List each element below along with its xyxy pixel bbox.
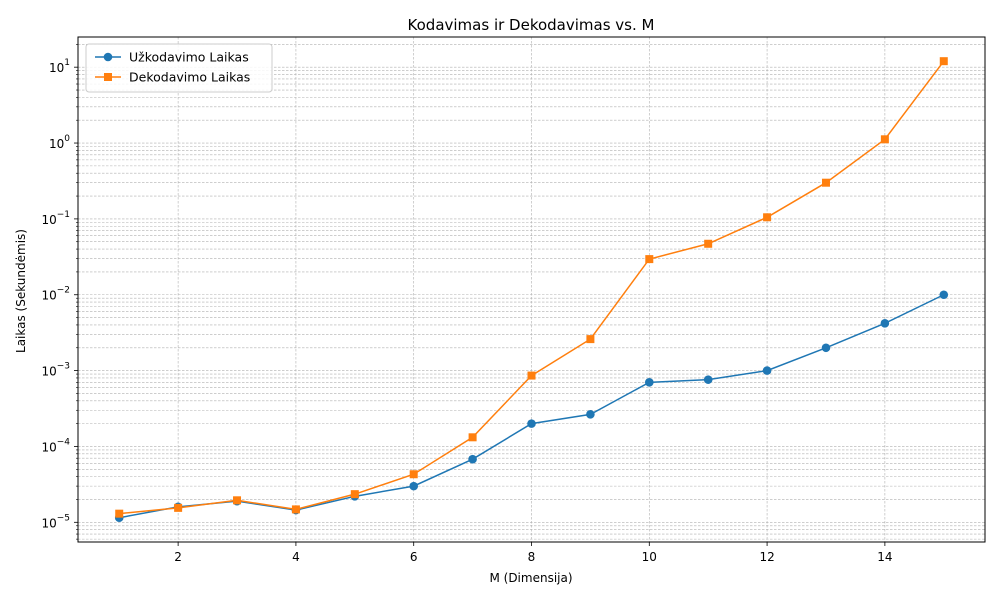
data-point	[527, 371, 536, 380]
data-point	[644, 378, 654, 387]
y-tick-label: 101	[49, 58, 70, 75]
data-point	[174, 503, 183, 512]
x-tick-label: 14	[877, 550, 892, 564]
data-point	[939, 290, 949, 300]
x-tick-label: 4	[292, 550, 300, 564]
y-tick-label: 100	[49, 134, 70, 151]
legend: Užkodavimo Laikas Dekodavimo Laikas	[85, 43, 273, 93]
y-tick-label: 10−1	[41, 210, 70, 227]
data-point	[468, 433, 477, 442]
data-point	[233, 496, 242, 505]
data-point	[762, 366, 772, 375]
y-tick-label: 10−4	[41, 437, 70, 454]
ticks: 2 4 6 8 10 12 14 10−5 10−4 10−3 10−2 10−1 100 101	[41, 44, 893, 564]
data-point	[763, 213, 772, 222]
legend-entry: Dekodavimo Laikas	[95, 70, 250, 85]
data-point	[880, 319, 890, 328]
data-point	[586, 335, 595, 344]
chart-title: Kodavimas ir Dekodavimas vs. M	[408, 16, 655, 34]
y-axis-label: Laikas (Sekundėmis)	[14, 229, 28, 353]
x-tick-label: 6	[410, 550, 418, 564]
data-point	[821, 343, 831, 353]
y-tick-label: 10−2	[41, 286, 70, 303]
data-point	[939, 57, 948, 66]
x-tick-label: 10	[642, 550, 657, 564]
grid	[78, 37, 985, 542]
legend-box	[85, 43, 273, 93]
data-point	[645, 255, 654, 264]
data-point	[703, 375, 713, 384]
data-point	[350, 490, 359, 499]
x-tick-label: 12	[759, 550, 774, 564]
data-point	[704, 239, 713, 248]
data-point	[527, 419, 536, 428]
legend-entry: Užkodavimo Laikas	[95, 50, 249, 65]
data-point	[409, 481, 419, 491]
legend-marker	[103, 52, 113, 62]
data-point	[291, 505, 300, 514]
legend-label: Dekodavimo Laikas	[129, 70, 250, 85]
series-layer	[114, 57, 949, 523]
data-point	[880, 135, 889, 144]
y-tick-label: 10−3	[41, 362, 70, 379]
legend-label: Užkodavimo Laikas	[129, 50, 249, 65]
y-tick-label: 10−5	[41, 513, 70, 530]
series-2	[115, 57, 948, 518]
legend-marker	[104, 73, 112, 81]
data-point	[409, 470, 418, 479]
data-point	[468, 454, 477, 464]
data-point	[821, 178, 830, 187]
x-axis-label: M (Dimensija)	[489, 571, 572, 585]
x-tick-label: 2	[174, 550, 182, 564]
x-tick-label: 8	[528, 550, 536, 564]
data-point	[115, 509, 124, 518]
data-point	[586, 410, 595, 419]
